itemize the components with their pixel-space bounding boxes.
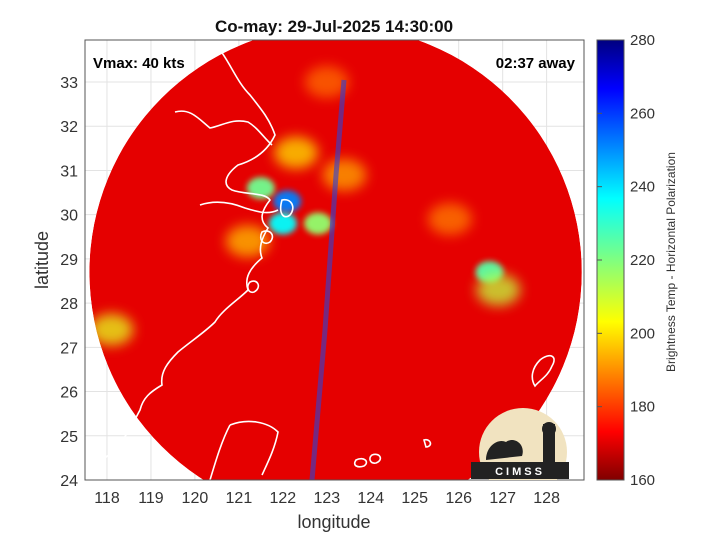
colorbar-tick-label: 240: [630, 179, 655, 196]
y-tick-label: 26: [60, 385, 78, 402]
x-tick-label: 128: [533, 490, 560, 507]
brightness-feature: [268, 212, 297, 235]
brightness-feature: [322, 158, 367, 191]
vmax-annotation: Vmax: 40 kts: [93, 55, 185, 72]
colorbar: 160 180 200 220 240 260 280 Brightness Temp - …: [596, 32, 678, 489]
x-tick-label: 125: [401, 490, 428, 507]
coastline: [89, 40, 581, 480]
y-axis-label: latitude: [32, 231, 52, 289]
x-tick-label: 123: [313, 490, 340, 507]
y-tick-label: 29: [60, 252, 78, 269]
plot-area: [84, 39, 585, 481]
y-tick-label: 24: [60, 473, 78, 490]
colorbar-tick-label: 220: [630, 252, 655, 269]
colorbar-tick-label: 260: [630, 105, 655, 122]
colorbar-tick-label: 180: [630, 399, 655, 416]
x-tick-label: 127: [489, 490, 516, 507]
time-away-annotation: 02:37 away: [496, 55, 576, 72]
brightness-feature: [304, 66, 349, 99]
colorbar-label: Brightness Temp - Horizontal Polarizatio…: [664, 152, 678, 372]
brightness-feature: [427, 203, 472, 236]
cimss-logo: CIMSS: [471, 408, 569, 480]
x-tick-label: 122: [269, 490, 296, 507]
brightness-feature: [304, 212, 333, 235]
y-tick-label: 27: [60, 340, 78, 357]
colorbar-tick-labels: 160 180 200 220 240 260 280: [597, 32, 655, 489]
brightness-feature: [225, 225, 270, 258]
plot-frame: [84, 39, 585, 481]
x-tick-label: 121: [226, 490, 253, 507]
y-tick-labels: 24 25 26 27 28 29 30 31 32 33: [60, 75, 78, 490]
x-tick-label: 126: [445, 490, 472, 507]
y-tick-label: 33: [60, 75, 78, 92]
feature-marks: [89, 66, 521, 346]
swath-layer: [89, 40, 582, 480]
y-tick-label: 30: [60, 208, 78, 225]
brightness-feature: [89, 313, 134, 346]
swath-disk: [89, 40, 582, 480]
swath-seam: [309, 79, 347, 480]
x-tick-label: 119: [138, 490, 164, 507]
logo-text: CIMSS: [495, 466, 545, 478]
colorbar-tick-label: 200: [630, 325, 655, 342]
brightness-feature: [246, 177, 275, 200]
colorbar-tick-label: 280: [630, 32, 655, 49]
x-tick-labels: 118 119 120 121 122 123 124 125 126 127 128: [94, 490, 560, 507]
x-tick-label: 118: [94, 490, 120, 507]
brightness-feature: [476, 273, 521, 306]
x-tick-label: 120: [182, 490, 209, 507]
y-tick-label: 25: [60, 429, 78, 446]
colorbar-tick-label: 160: [630, 472, 655, 489]
brightness-feature: [273, 190, 302, 213]
x-axis-label: longitude: [297, 512, 370, 532]
y-tick-label: 32: [60, 119, 78, 136]
x-tick-label: 124: [357, 490, 384, 507]
y-tick-label: 31: [60, 163, 78, 180]
brightness-feature: [274, 136, 319, 169]
chart-title: Co-may: 29-Jul-2025 14:30:00: [215, 17, 453, 36]
y-tick-label: 28: [60, 296, 78, 313]
